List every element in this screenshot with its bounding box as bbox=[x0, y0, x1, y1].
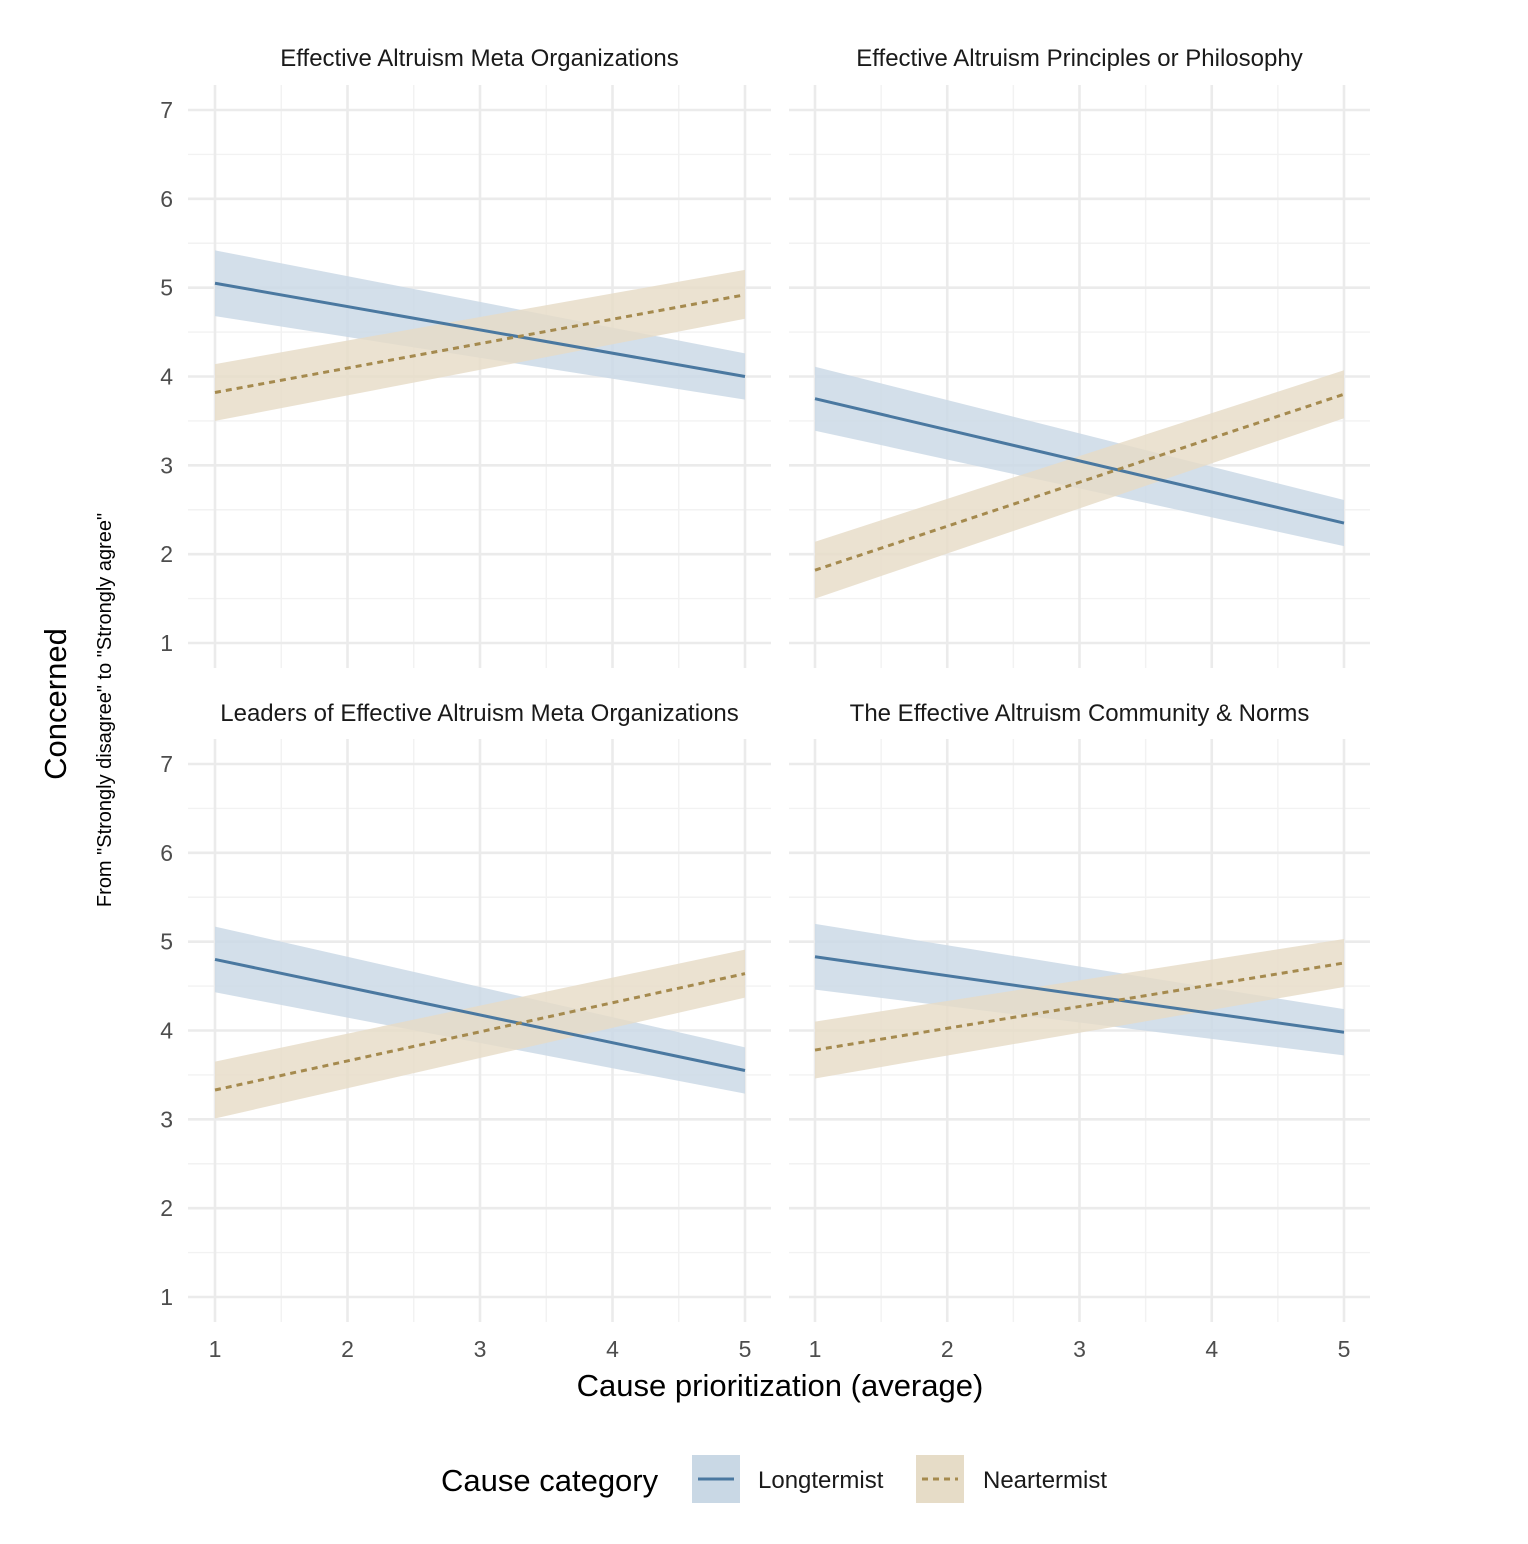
panel-4-x-tick-label: 2 bbox=[941, 1336, 954, 1362]
panel-4-x-tick-label: 1 bbox=[809, 1336, 822, 1362]
panel-3-longtermist-line bbox=[214, 957, 746, 1072]
panel-2: Effective Altruism Principles or Philoso… bbox=[789, 45, 1370, 668]
panel-3-x-tick-label: 1 bbox=[209, 1336, 222, 1362]
panel-3-y-tick-label: 5 bbox=[160, 929, 173, 955]
y-axis-subtitle: From "Strongly disagree" to "Strongly ag… bbox=[94, 513, 116, 907]
panel-4-x-tick-label: 3 bbox=[1073, 1336, 1086, 1362]
panel-1-y-tick-label: 7 bbox=[160, 97, 173, 123]
panel-3-y-tick-label: 6 bbox=[160, 840, 173, 866]
panel-3-x-tick-label: 2 bbox=[341, 1336, 354, 1362]
panel-3-x-tick-label: 4 bbox=[606, 1336, 619, 1362]
panel-1-y-tick-label: 2 bbox=[160, 541, 173, 567]
panel-3: Leaders of Effective Altruism Meta Organ… bbox=[160, 700, 771, 1362]
panel-3-y-tick-label: 7 bbox=[160, 751, 173, 777]
panel-1-longtermist-line bbox=[214, 281, 746, 378]
panel-2-neartermist-confidence-band bbox=[815, 370, 1344, 599]
panel-4-x-tick-label: 4 bbox=[1205, 1336, 1218, 1362]
panel-4-neartermist-line bbox=[814, 961, 1345, 1052]
panel-2-neartermist-line bbox=[814, 392, 1345, 572]
panel-1-y-tick-label: 4 bbox=[160, 364, 173, 390]
panel-1-y-tick-label: 6 bbox=[160, 186, 173, 212]
panel-4: The Effective Altruism Community & Norms… bbox=[789, 700, 1370, 1362]
panel-3-y-tick-label: 1 bbox=[160, 1284, 173, 1310]
y-axis-title: Concerned bbox=[38, 628, 73, 780]
panel-1-neartermist-line bbox=[214, 293, 746, 394]
panel-3-y-tick-label: 2 bbox=[160, 1195, 173, 1221]
panel-2-longtermist-line bbox=[814, 397, 1345, 525]
panel-4-title: The Effective Altruism Community & Norms bbox=[850, 700, 1310, 727]
panel-1-neartermist-confidence-band bbox=[215, 269, 745, 421]
chart-panels: Effective Altruism Meta Organizations 1 2 3… bbox=[160, 45, 1370, 1362]
panel-4-longtermist-line bbox=[814, 955, 1345, 1034]
panel-3-neartermist-line bbox=[214, 972, 746, 1092]
panel-4-x-tick-label: 5 bbox=[1338, 1336, 1351, 1362]
panel-1-title: Effective Altruism Meta Organizations bbox=[280, 45, 678, 72]
panel-1-y-tick-label: 3 bbox=[160, 452, 173, 478]
panel-4-neartermist-confidence-band bbox=[815, 939, 1344, 1079]
panel-3-y-tick-label: 3 bbox=[160, 1106, 173, 1132]
legend-label-neartermist: Neartermist bbox=[983, 1467, 1107, 1494]
panel-3-y-tick-label: 4 bbox=[160, 1018, 173, 1044]
x-axis-title: Cause prioritization (average) bbox=[577, 1368, 984, 1403]
panel-1-y-tick-label: 5 bbox=[160, 275, 173, 301]
legend-title: Cause category bbox=[441, 1463, 659, 1498]
panel-3-x-tick-label: 3 bbox=[474, 1336, 487, 1362]
legend: Cause category Longtermist Neartermist bbox=[441, 1455, 1107, 1503]
panel-1-y-tick-label: 1 bbox=[160, 630, 173, 656]
panel-3-neartermist-confidence-band bbox=[215, 949, 745, 1119]
panel-2-title: Effective Altruism Principles or Philoso… bbox=[856, 45, 1302, 72]
legend-label-longtermist: Longtermist bbox=[758, 1467, 884, 1494]
panel-3-title: Leaders of Effective Altruism Meta Organ… bbox=[220, 700, 738, 727]
panel-1: Effective Altruism Meta Organizations 1 2 3… bbox=[160, 45, 771, 668]
panel-3-x-tick-label: 5 bbox=[739, 1336, 752, 1362]
